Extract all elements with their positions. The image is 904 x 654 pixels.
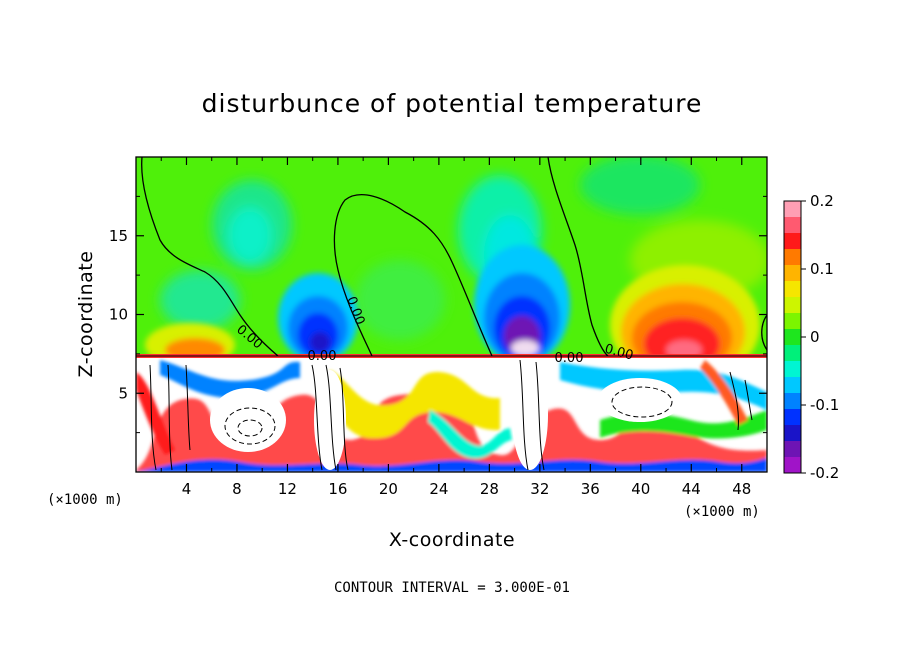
x-tick-label: 4 bbox=[182, 480, 192, 498]
x-tick-label: 28 bbox=[480, 480, 499, 498]
colorbar-swatch bbox=[784, 329, 801, 346]
x-tick-label: 8 bbox=[232, 480, 242, 498]
lower-cell-4 bbox=[314, 370, 346, 470]
solid-contour-lower-3 bbox=[149, 364, 191, 471]
dashed-contour-2 bbox=[237, 419, 263, 437]
contour-label-4: 0.00 bbox=[603, 342, 635, 364]
x-tick-label: 44 bbox=[682, 480, 701, 498]
chart-title: disturbunce of potential temperature bbox=[202, 89, 703, 118]
colorbar-swatch bbox=[784, 361, 801, 378]
x-tick-label: 12 bbox=[278, 480, 297, 498]
contour-label-3: 0.00 bbox=[555, 351, 584, 366]
colorbar-tick-label: 0.1 bbox=[810, 260, 834, 278]
colorbar-swatch bbox=[784, 313, 801, 330]
x-tick-label: 40 bbox=[631, 480, 650, 498]
colorbar-swatch bbox=[784, 217, 801, 234]
x-tick-label: 24 bbox=[429, 480, 448, 498]
cool-band-left bbox=[160, 270, 240, 330]
colorbar-ticks: 0.2 0.1 0 -0.1 -0.2 bbox=[801, 192, 839, 482]
colorbar-swatch bbox=[784, 233, 801, 250]
lower-cyan-band bbox=[428, 410, 512, 459]
dashed-contour-3 bbox=[611, 386, 673, 418]
z-tick-label: 5 bbox=[118, 384, 128, 402]
contour-interval-note: CONTOUR INTERVAL = 3.000E-01 bbox=[334, 580, 570, 596]
z-tick-label: 10 bbox=[109, 306, 128, 324]
zero-contour-1 bbox=[141, 157, 279, 357]
colorbar-tick-label: -0.2 bbox=[810, 464, 839, 482]
lower-blue-band-1 bbox=[136, 458, 767, 472]
colorbar-swatch bbox=[784, 249, 801, 266]
lower-red-band-2 bbox=[136, 372, 175, 455]
solid-contour-lower-2 bbox=[519, 359, 545, 471]
plot-area bbox=[136, 157, 767, 472]
zero-contour-4 bbox=[761, 314, 767, 351]
z-tick-label: 15 bbox=[109, 227, 128, 245]
z-axis-label: Z-coordinate bbox=[75, 251, 97, 378]
zero-contour-3 bbox=[547, 157, 609, 357]
x-tick-label: 32 bbox=[530, 480, 549, 498]
colorbar-swatch bbox=[784, 409, 801, 426]
zero-contour-2 bbox=[333, 194, 493, 357]
solid-contour-lower-4 bbox=[729, 371, 753, 431]
colorbar-swatch bbox=[784, 425, 801, 442]
cool-dome-left-core bbox=[310, 332, 330, 352]
solid-contour-lower-1 bbox=[311, 364, 349, 471]
lower-cell-1 bbox=[210, 388, 286, 452]
colorbar bbox=[783, 200, 802, 474]
colorbar-swatch bbox=[784, 441, 801, 458]
colorbar-tick-label: 0.2 bbox=[810, 192, 834, 210]
lower-yellow-band bbox=[330, 370, 500, 439]
cool-blob-mid-left bbox=[355, 260, 445, 340]
colorbar-swatch bbox=[784, 393, 801, 410]
x-end-unit: (×1000 m) bbox=[684, 504, 760, 520]
z-axis: 5 10 15 bbox=[109, 195, 767, 434]
cool-plume-right-upper bbox=[580, 157, 700, 215]
colorbar-tick-label: 0 bbox=[810, 328, 820, 346]
lower-blue-band-2 bbox=[160, 360, 300, 399]
x-axis: 4 8 12 16 20 24 28 32 36 40 44 48 bbox=[160, 157, 751, 498]
x-axis-label: X-coordinate bbox=[389, 529, 515, 551]
lower-layer bbox=[136, 357, 767, 472]
colorbar-tick-label: -0.1 bbox=[810, 396, 839, 414]
x-origin-unit: (×1000 m) bbox=[47, 492, 123, 508]
lower-red-band-3 bbox=[700, 360, 748, 425]
colorbar-swatch bbox=[784, 281, 801, 298]
x-tick-label: 20 bbox=[379, 480, 398, 498]
colorbar-swatch bbox=[784, 297, 801, 314]
cool-dome-core bbox=[511, 340, 539, 356]
colorbar-swatch bbox=[784, 265, 801, 282]
dashed-contour-1 bbox=[224, 407, 276, 445]
x-tick-label: 16 bbox=[328, 480, 347, 498]
contour-label-5: 0.00 bbox=[308, 349, 337, 364]
lower-cell-3 bbox=[512, 360, 548, 470]
colorbar-swatch bbox=[784, 377, 801, 394]
colorbar-swatch bbox=[784, 201, 801, 218]
lower-cell-2 bbox=[598, 378, 682, 422]
x-tick-label: 36 bbox=[581, 480, 600, 498]
colorbar-swatch bbox=[784, 457, 801, 474]
colorbar-swatch bbox=[784, 345, 801, 362]
cool-plume-left-core bbox=[228, 207, 272, 263]
x-tick-label: 48 bbox=[732, 480, 751, 498]
